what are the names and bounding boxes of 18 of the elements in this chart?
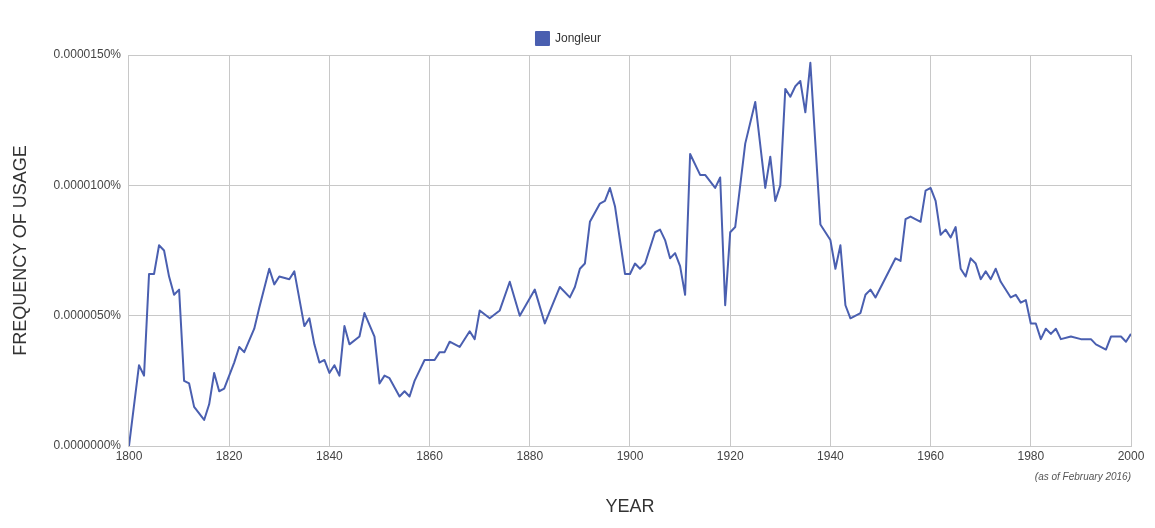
y-axis-title: FREQUENCY OF USAGE (9, 145, 30, 356)
x-axis-title: YEAR (605, 496, 655, 517)
x-tick-label: 1800 (115, 448, 143, 463)
y-tick-label: 0.0000150% (53, 47, 122, 62)
x-tick-label: 1980 (1017, 448, 1045, 463)
y-tick-label: 0.0000100% (53, 177, 122, 192)
text: (as of February 2016) (1034, 470, 1131, 482)
x-tick-label: 1860 (416, 448, 444, 463)
y-tick-label: 0.0000050% (53, 307, 122, 322)
x-tick-label: 1900 (616, 448, 644, 463)
x-tick-label: 1840 (316, 448, 344, 463)
x-tick-label: 1820 (215, 448, 243, 463)
x-tick-label: 1960 (917, 448, 945, 463)
x-tick-label: 1920 (716, 448, 744, 463)
x-tick-label: 1880 (516, 448, 544, 463)
x-tick-label: 2000 (1117, 448, 1145, 463)
legend-label: Jongleur (554, 30, 602, 45)
x-tick-label: 1940 (817, 448, 845, 463)
